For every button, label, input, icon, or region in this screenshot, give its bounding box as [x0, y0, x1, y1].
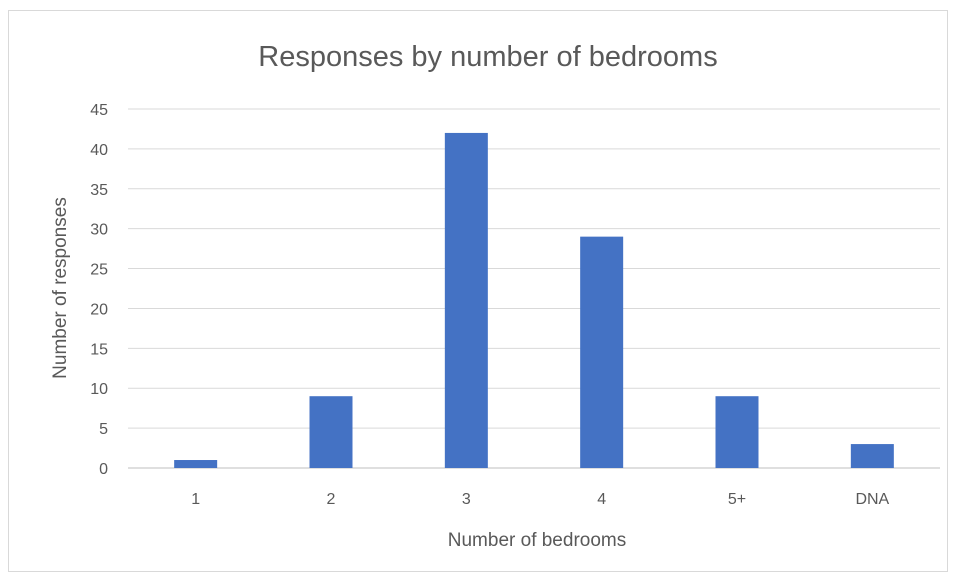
y-axis-ticks: 0 5 10 15 20 25 30 35 40 45	[90, 102, 108, 478]
bar-1	[174, 460, 218, 468]
y-tick-label: 25	[90, 262, 108, 279]
bar-DNA	[850, 444, 894, 468]
y-tick-label: 5	[99, 421, 108, 438]
y-axis-title: Number of responses	[50, 197, 71, 379]
y-tick-label: 10	[90, 381, 108, 398]
bar-4	[580, 236, 624, 468]
y-tick-label: 35	[90, 182, 108, 199]
y-tick-label: 30	[90, 222, 108, 239]
y-tick-label: 0	[99, 461, 108, 478]
bars	[174, 132, 894, 468]
chart-title: Responses by number of bedrooms	[258, 41, 717, 73]
x-axis-title: Number of bedrooms	[448, 530, 626, 551]
y-tick-label: 15	[90, 341, 108, 358]
y-tick-label: 20	[90, 301, 108, 318]
x-tick-label: 5+	[728, 491, 746, 508]
x-tick-label: DNA	[855, 491, 889, 508]
gridlines	[128, 108, 940, 469]
x-tick-label: 2	[327, 491, 336, 508]
bar-3	[444, 132, 488, 468]
y-tick-label: 45	[90, 102, 108, 119]
bar-5+	[715, 396, 759, 468]
x-tick-label: 4	[597, 491, 606, 508]
bar-2	[309, 396, 353, 468]
x-axis-ticks: 1 2 3 4 5+ DNA	[191, 491, 889, 508]
x-tick-label: 1	[191, 491, 200, 508]
x-tick-label: 3	[462, 491, 471, 508]
y-tick-label: 40	[90, 142, 108, 159]
